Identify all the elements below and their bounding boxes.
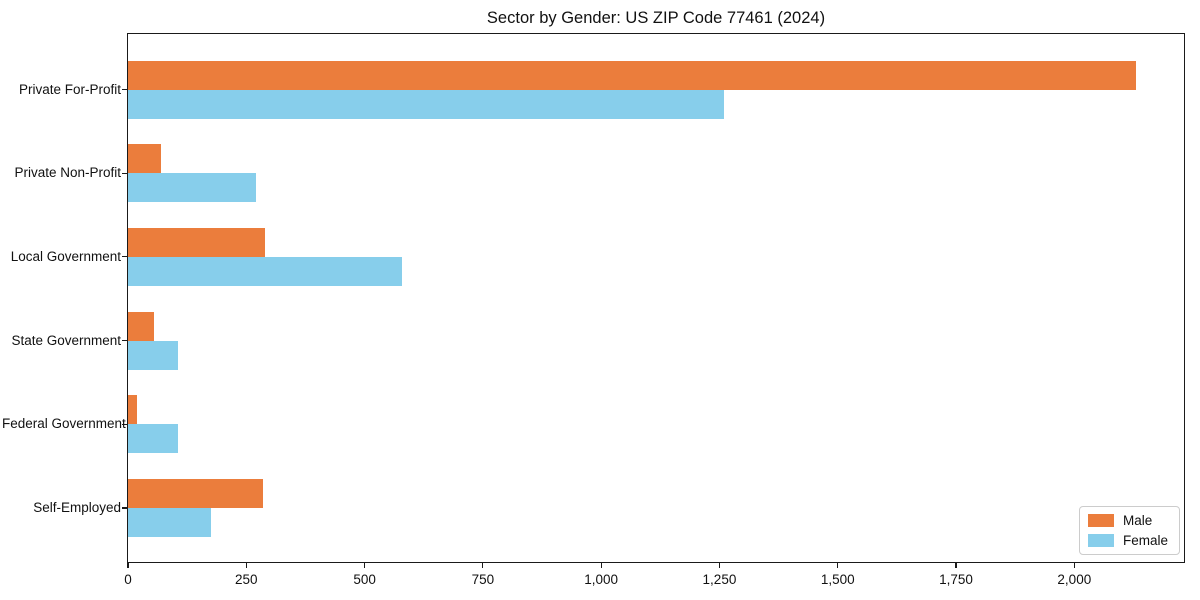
y-tick-mark: [122, 172, 127, 174]
x-tick-label: 1,000: [584, 572, 619, 587]
x-tick-label: 0: [124, 572, 132, 587]
x-tick-mark: [482, 563, 484, 568]
x-tick-mark: [955, 563, 957, 568]
x-tick-label: 750: [471, 572, 495, 587]
bar-female-6: [128, 508, 211, 537]
x-tick-mark: [718, 563, 721, 568]
y-tick-label: Federal Government: [2, 416, 126, 432]
x-tick-mark: [127, 563, 129, 568]
chart-title: Sector by Gender: US ZIP Code 77461 (202…: [486, 9, 826, 27]
x-tick-label: 1,250: [702, 572, 737, 587]
bar-male-2: [128, 144, 162, 174]
x-tick-label: 1,500: [820, 572, 855, 587]
bar-female-5: [128, 424, 178, 454]
x-tick-mark: [363, 563, 366, 568]
plot-area: Male Female Private For-Profit Private No…: [2, 33, 1185, 587]
y-tick-label: Self-Employed: [33, 500, 121, 515]
y-tick-label: Private For-Profit: [18, 81, 121, 97]
bar-male-6: [128, 479, 263, 508]
y-tick-mark: [122, 340, 127, 342]
bar-male-4: [128, 311, 155, 341]
x-tick-label: 2,000: [1057, 572, 1092, 587]
legend: Male Female: [1078, 506, 1180, 555]
y-tick-mark: [122, 423, 127, 425]
bar-male-5: [128, 395, 138, 425]
legend-item-female: Female: [1087, 533, 1168, 548]
x-tick-mark: [1073, 563, 1075, 568]
x-tick-mark: [837, 563, 839, 568]
female-swatch-icon: [1087, 534, 1114, 547]
y-tick-mark: [122, 507, 127, 509]
male-swatch-icon: [1087, 514, 1114, 527]
x-tick-label: 1,750: [939, 572, 973, 587]
bar-female-1: [128, 89, 725, 119]
legend-label-male: Male: [1122, 513, 1153, 528]
bar-male-1: [128, 60, 1136, 90]
bar-female-3: [128, 256, 403, 286]
x-tick-mark: [600, 563, 602, 568]
x-tick-mark: [245, 563, 247, 568]
y-tick-mark: [122, 256, 127, 258]
x-tick-label: 250: [235, 572, 258, 587]
y-tick-label: Private Non-Profit: [14, 165, 121, 181]
y-tick-label: State Government: [11, 332, 121, 348]
y-tick-label: Local Government: [10, 248, 121, 264]
bar-female-4: [128, 340, 178, 370]
x-tick-label: 500: [353, 572, 376, 587]
legend-label-female: Female: [1122, 533, 1168, 548]
y-tick-mark: [122, 88, 127, 91]
bar-male-3: [128, 227, 266, 257]
bar-female-2: [128, 173, 256, 203]
legend-item-male: Male: [1087, 513, 1168, 528]
